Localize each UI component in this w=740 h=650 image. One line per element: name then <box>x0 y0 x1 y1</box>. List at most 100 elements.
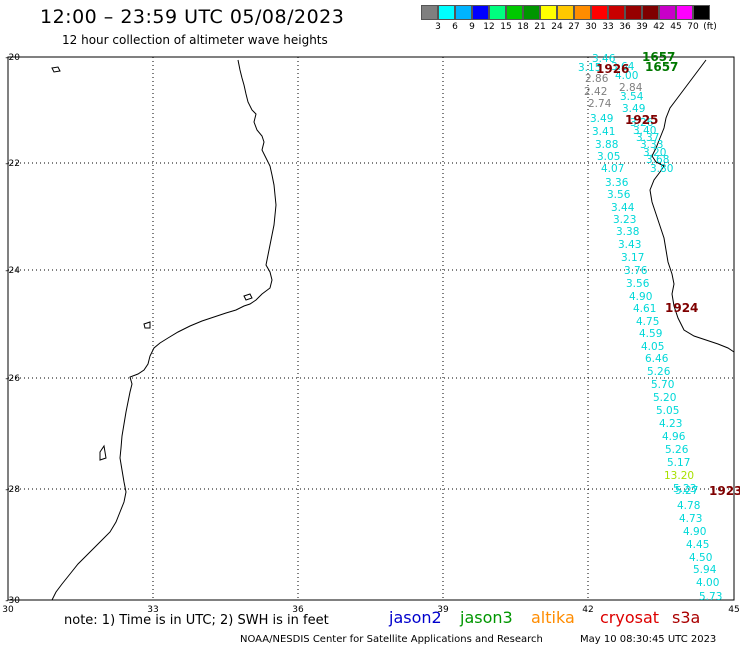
color-scale-label: 21 <box>534 22 546 32</box>
wave-height-value: 3.40 <box>633 125 656 137</box>
latitude-label: -22 <box>5 159 20 169</box>
color-swatch <box>489 5 506 20</box>
wave-height-value: 3.88 <box>595 139 618 151</box>
latitude-label: -24 <box>5 266 20 276</box>
wave-height-value: 4.73 <box>679 513 702 525</box>
wave-height-value: 4.59 <box>639 328 662 340</box>
wave-height-value: 3.38 <box>616 226 639 238</box>
wave-height-value: 3.20 <box>643 147 666 159</box>
coastline-islet <box>99 444 107 461</box>
wave-height-value: 3.15 <box>578 62 601 74</box>
map-frame <box>7 56 735 601</box>
color-scale-label: 12 <box>483 22 495 32</box>
wave-height-value: 2.74 <box>588 98 612 110</box>
wave-height-value: 13.20 <box>664 470 694 482</box>
wave-height-value: 3.26 <box>630 117 654 129</box>
color-scale-label: 42 <box>653 22 665 32</box>
wave-height-value: 4.00 <box>615 70 638 82</box>
wave-height-value: 4.61 <box>633 303 656 315</box>
map-title: 12:00 – 23:59 UTC 05/08/2023 <box>40 6 345 28</box>
coastline <box>51 59 277 601</box>
color-swatch <box>540 5 557 20</box>
wave-height-value: 5.27 <box>675 485 698 497</box>
color-swatch <box>642 5 659 20</box>
color-scale-label: 36 <box>619 22 631 32</box>
wave-height-value: 3.68 <box>646 154 669 166</box>
wave-height-value: 5.05 <box>656 405 679 417</box>
wave-height-value: 3.56 <box>607 189 631 201</box>
wave-height-value: 4.90 <box>683 526 706 538</box>
color-swatch <box>574 5 591 20</box>
wave-height-value: 2.84 <box>619 82 643 94</box>
longitude-label: 39 <box>437 605 449 615</box>
color-swatch <box>591 5 608 20</box>
wave-height-value: 4.05 <box>641 341 664 353</box>
color-scale-label: 33 <box>602 22 614 32</box>
satellite-legend-item: altika <box>531 608 575 627</box>
color-swatch <box>659 5 676 20</box>
wave-height-value: 3.23 <box>613 214 636 226</box>
color-scale-label: 27 <box>568 22 580 32</box>
wave-height-value: 4.96 <box>662 431 686 443</box>
color-swatch <box>472 5 489 20</box>
color-swatch <box>506 5 523 20</box>
wave-height-value: 4.23 <box>659 418 682 430</box>
latitude-label: -20 <box>5 53 20 63</box>
color-swatch <box>421 5 438 20</box>
wave-height-value: 4.50 <box>689 552 712 564</box>
color-swatch <box>676 5 693 20</box>
satellite-legend-item: cryosat <box>600 608 660 627</box>
latitude-label: -30 <box>5 596 20 606</box>
wave-height-value: 4.00 <box>696 577 719 589</box>
wave-height-value: 4.78 <box>677 500 700 512</box>
track-time-label: 1657 <box>642 50 675 64</box>
track-time-label: 1657 <box>645 60 678 74</box>
wave-height-value: 5.26 <box>665 444 689 456</box>
longitude-label: 45 <box>728 605 739 615</box>
axis-labels: 30 33 36 39 42 45 -20 -22 -24 -26 -28 -30 <box>2 53 739 615</box>
coastline-islet <box>51 66 61 73</box>
madagascar-coastline <box>649 59 735 353</box>
track-time-label: 1925 <box>625 113 658 127</box>
color-scale-label: (ft) <box>703 22 717 32</box>
wave-height-value: 3.49 <box>590 113 613 125</box>
longitude-label: 33 <box>147 605 158 615</box>
coastline-islet <box>143 321 151 329</box>
color-swatch <box>557 5 574 20</box>
color-scale-label: 45 <box>670 22 682 32</box>
wave-height-value: 4.90 <box>629 291 652 303</box>
track-time-label: 1924 <box>665 301 698 315</box>
color-swatch <box>625 5 642 20</box>
track-time-label: 1923 <box>709 484 740 498</box>
wave-height-value: 3.33 <box>640 139 663 151</box>
wave-height-value: 3.46 <box>592 53 616 65</box>
color-swatch <box>438 5 455 20</box>
wave-height-value: 5.73 <box>699 591 722 603</box>
wave-height-value: 3.37 <box>636 132 659 144</box>
color-scale-label: 70 <box>687 22 699 32</box>
satellite-legend-item: jason2 <box>389 608 442 627</box>
wave-height-value: 2.86 <box>585 73 609 85</box>
wave-height-value: 5.26 <box>647 366 671 378</box>
color-scale-label: 39 <box>636 22 648 32</box>
wave-height-value: 3.80 <box>650 163 673 175</box>
wave-height-value: 3.56 <box>626 278 650 290</box>
wave-height-value: 3.36 <box>605 177 629 189</box>
wave-height-value: 2.42 <box>584 86 607 98</box>
color-scale-label: 30 <box>585 22 597 32</box>
color-swatch <box>523 5 540 20</box>
coastline-islet <box>243 293 253 301</box>
wave-height-value: 3.49 <box>622 103 645 115</box>
wave-height-color-scale <box>421 5 710 20</box>
wave-height-readings: 3.463.15 3.642.86 4.002.42 2.842.743.493.41… <box>578 53 722 603</box>
longitude-label: 30 <box>2 605 14 615</box>
footnote: note: 1) Time is in UTC; 2) SWH is in fe… <box>64 613 329 628</box>
color-scale-label: 6 <box>452 22 458 32</box>
wave-height-value: 6.46 <box>645 353 669 365</box>
wave-height-value: 3.41 <box>592 126 615 138</box>
lat-lon-grid <box>8 57 734 600</box>
longitude-label: 36 <box>292 605 304 615</box>
